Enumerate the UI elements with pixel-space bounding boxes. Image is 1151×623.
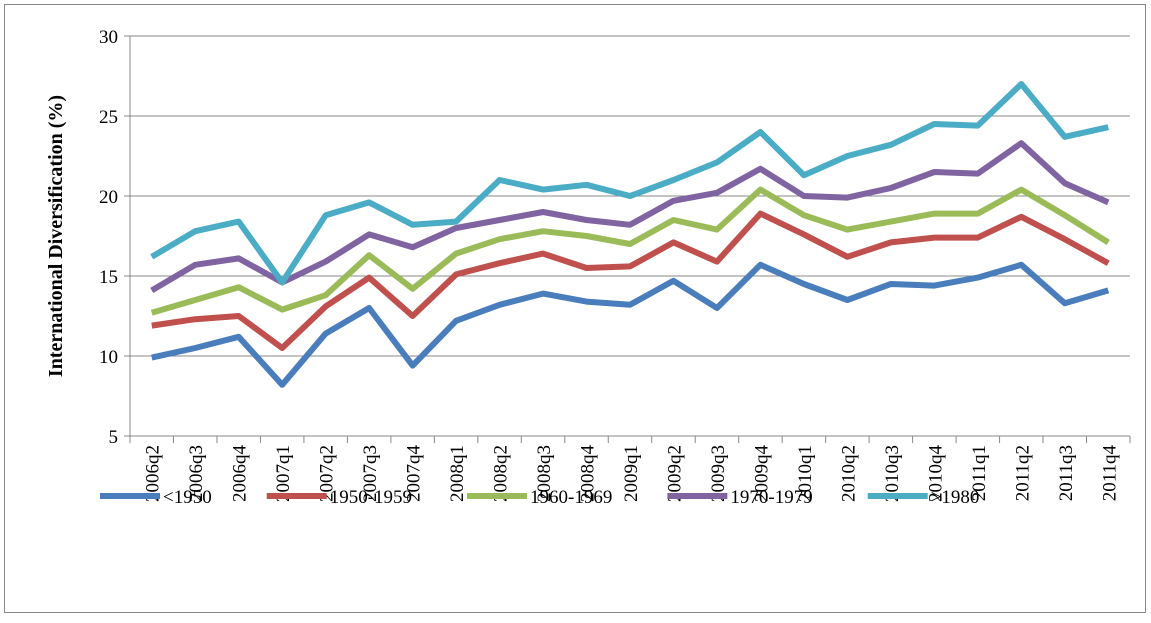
x-tick-label: 2011q2 <box>1012 445 1033 501</box>
x-tick-label: 2006q4 <box>230 445 251 503</box>
x-tick-label: 2010q2 <box>838 445 859 502</box>
legend-label: 1970-1979 <box>730 487 812 508</box>
legend-label: 1950-1959 <box>330 487 412 508</box>
y-axis-label: International Diversification (%) <box>45 95 67 377</box>
x-tick-label: 2008q3 <box>534 445 555 502</box>
x-tick-label: 2011q1 <box>969 445 990 501</box>
x-tick-label: 2007q4 <box>404 445 425 503</box>
legend-label: <1950 <box>163 487 212 508</box>
y-tick-label: 25 <box>99 107 118 128</box>
x-tick-label: 2007q1 <box>273 445 294 502</box>
series-line <box>150 186 1110 316</box>
legend-label: >1980 <box>931 487 980 508</box>
x-tick-label: 2009q1 <box>621 445 642 502</box>
y-tick-label: 20 <box>99 187 118 208</box>
x-tick-label: 2008q2 <box>491 445 512 502</box>
series-line <box>151 261 1110 388</box>
x-tick-label: 2008q1 <box>447 445 468 502</box>
series-line <box>150 81 1109 286</box>
x-tick-label: 2008q4 <box>578 445 599 503</box>
x-tick-label: 2011q4 <box>1099 445 1120 502</box>
x-tick-label: 2006q2 <box>143 445 164 502</box>
x-tick-label: 2010q3 <box>882 445 903 502</box>
x-tick-label: 2009q3 <box>708 445 729 502</box>
y-tick-label: 5 <box>109 427 119 448</box>
x-tick-label: 2009q4 <box>751 445 772 503</box>
x-tick-label: 2009q2 <box>664 445 685 502</box>
y-tick-label: 30 <box>99 27 118 48</box>
x-tick-label: 2010q4 <box>925 445 946 503</box>
x-tick-label: 2007q2 <box>317 445 338 502</box>
x-tick-label: 2006q3 <box>186 445 207 502</box>
legend-label: 1960-1969 <box>530 487 612 508</box>
chart-border <box>4 4 1146 613</box>
y-tick-label: 15 <box>99 267 118 288</box>
series-line <box>150 140 1110 293</box>
y-tick-label: 10 <box>99 347 118 368</box>
x-tick-label: 2011q3 <box>1056 445 1077 501</box>
x-tick-label: 2010q1 <box>795 445 816 502</box>
series-line <box>151 210 1110 351</box>
x-tick-label: 2007q3 <box>360 445 381 502</box>
